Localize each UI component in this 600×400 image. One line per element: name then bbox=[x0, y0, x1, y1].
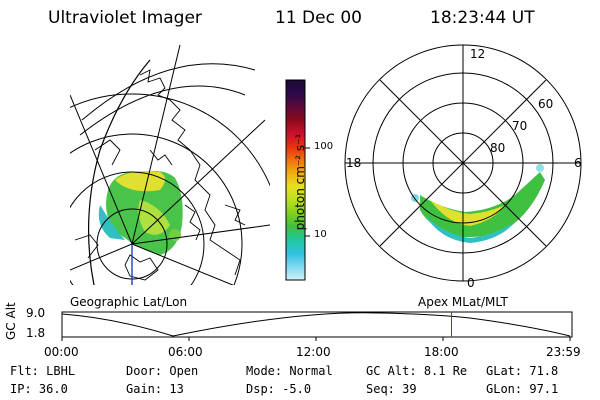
info-flt: Flt: LBHL bbox=[10, 364, 76, 378]
orbit-ymin: 1.8 bbox=[26, 326, 46, 340]
info-ip: IP: 36.0 bbox=[10, 382, 68, 396]
info-glat: GLat: 71.8 bbox=[486, 364, 559, 378]
geo-coastline bbox=[224, 204, 246, 226]
geo-panel-label: Geographic Lat/Lon bbox=[70, 295, 188, 309]
polar-aurora bbox=[411, 164, 545, 243]
orbit-ylabel: GC Alt bbox=[4, 302, 18, 340]
orbit-strip bbox=[61, 311, 573, 341]
geo-meridian bbox=[131, 119, 266, 245]
colorbar-label-100: 100 bbox=[314, 141, 334, 152]
mlat-label-80: 80 bbox=[490, 141, 506, 155]
info-mode: Mode: Normal bbox=[246, 364, 333, 378]
geographic-map bbox=[70, 44, 270, 285]
orbit-altitude-curve bbox=[61, 312, 571, 337]
instrument-title: Ultraviolet Imager bbox=[48, 8, 202, 28]
orbit-strip-frame bbox=[61, 311, 573, 338]
orbit-xtick-label-3: 18:00 bbox=[424, 345, 459, 359]
time-label: 18:23:44 UT bbox=[430, 8, 535, 28]
colorbar-bar bbox=[285, 79, 306, 281]
geo-limb bbox=[87, 59, 151, 285]
mlat-label-60: 60 bbox=[538, 97, 554, 111]
geo-meridian bbox=[70, 243, 133, 271]
mlt-label-18: 18 bbox=[346, 156, 362, 170]
geo-coastline bbox=[74, 234, 99, 259]
mlt-line-diag2 bbox=[379, 79, 547, 247]
geo-meridian bbox=[131, 224, 270, 245]
info-glon: GLon: 97.1 bbox=[486, 382, 559, 396]
geo-coastline bbox=[139, 69, 241, 276]
date-label: 11 Dec 00 bbox=[275, 8, 362, 28]
mlt-label-0: 0 bbox=[467, 276, 475, 290]
info-gc-alt: GC Alt: 8.1 Re bbox=[366, 364, 468, 378]
info-dsp: Dsp: -5.0 bbox=[246, 382, 312, 396]
mlat-label-70: 70 bbox=[512, 119, 528, 133]
orbit-xtick-label-4: 23:59 bbox=[546, 345, 581, 359]
orbit-ymax: 9.0 bbox=[26, 306, 46, 320]
colorbar bbox=[285, 79, 310, 281]
info-door: Door: Open bbox=[126, 364, 199, 378]
geo-coastline bbox=[184, 204, 201, 241]
geo-meridian bbox=[131, 243, 235, 285]
apex-panel-label: Apex MLat/MLT bbox=[418, 295, 508, 309]
orbit-xtick-label-1: 06:00 bbox=[168, 345, 203, 359]
geo-coastline bbox=[94, 139, 121, 166]
geo-lat-circle bbox=[70, 171, 205, 285]
geo-lat-circle bbox=[70, 133, 243, 285]
geo-meridian bbox=[131, 44, 181, 245]
geo-coastline bbox=[149, 149, 173, 166]
info-seq: Seq: 39 bbox=[366, 382, 417, 396]
geo-lat-arc bbox=[79, 85, 246, 136]
geo-lat-arc bbox=[81, 63, 256, 121]
orbit-xtick-label-2: 12:00 bbox=[296, 345, 331, 359]
geo-lat-circle bbox=[70, 93, 270, 187]
colorbar-label-10: 10 bbox=[314, 229, 327, 240]
geo-meridian bbox=[70, 94, 133, 245]
geo-coastline bbox=[124, 254, 159, 281]
mlt-label-12: 12 bbox=[470, 47, 486, 61]
polar-plot bbox=[344, 44, 582, 282]
orbit-xtick-label-0: 00:00 bbox=[44, 345, 79, 359]
info-gain: Gain: 13 bbox=[126, 382, 184, 396]
colorbar-unit-label: photon cm⁻² s⁻¹ bbox=[293, 133, 307, 231]
mlt-label-6: 6 bbox=[574, 156, 582, 170]
